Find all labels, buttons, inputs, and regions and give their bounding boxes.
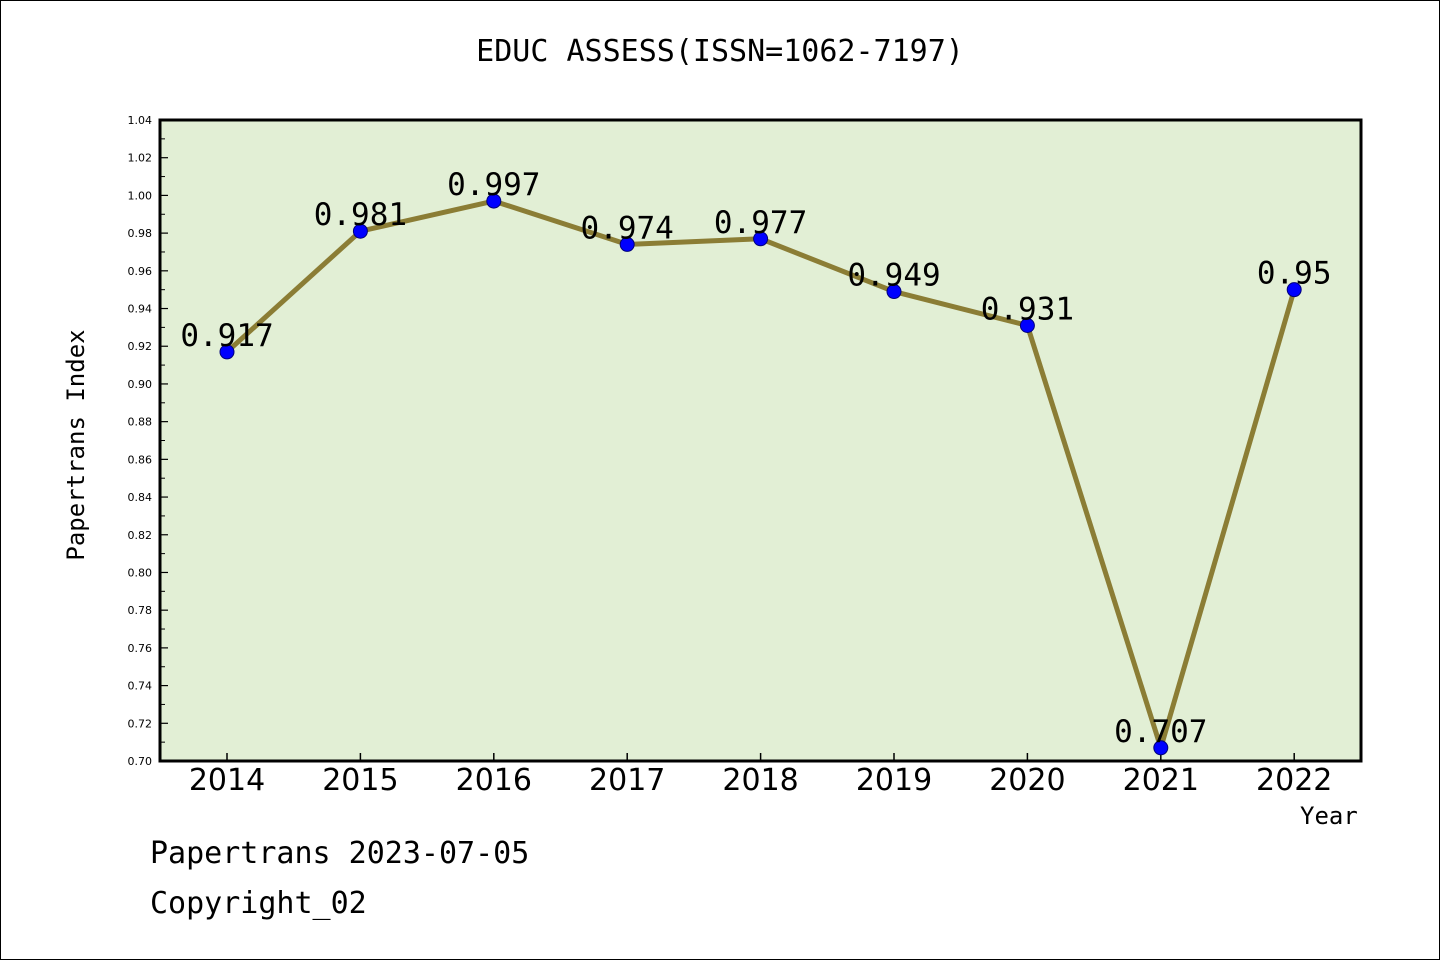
y-tick-label: 1.00 bbox=[128, 189, 153, 202]
data-point bbox=[1019, 317, 1035, 333]
y-tick-label: 0.92 bbox=[128, 340, 153, 353]
x-tick-label: 2018 bbox=[722, 763, 798, 798]
x-tick-label: 2020 bbox=[989, 763, 1065, 798]
y-tick-label: 0.74 bbox=[128, 680, 153, 693]
y-tick-label: 0.86 bbox=[128, 453, 153, 466]
data-label: 0.981 bbox=[314, 197, 407, 233]
y-tick-label: 0.76 bbox=[128, 642, 153, 655]
y-tick-label: 0.94 bbox=[128, 303, 153, 316]
data-label: 0.977 bbox=[714, 205, 807, 241]
data-point bbox=[1286, 282, 1302, 298]
x-tick-label: 2017 bbox=[589, 763, 665, 798]
y-tick-label: 0.72 bbox=[128, 717, 153, 730]
data-label: 0.997 bbox=[447, 167, 540, 203]
x-tick-label: 2022 bbox=[1256, 763, 1332, 798]
x-tick-label: 2014 bbox=[189, 763, 265, 798]
y-tick-label: 0.88 bbox=[128, 416, 153, 429]
series-group bbox=[219, 193, 1302, 756]
data-point bbox=[486, 193, 502, 209]
data-label: 0.917 bbox=[180, 318, 273, 354]
data-point bbox=[219, 344, 235, 360]
y-tick-label: 0.78 bbox=[128, 604, 153, 617]
data-label: 0.707 bbox=[1114, 714, 1207, 750]
data-label: 0.95 bbox=[1257, 256, 1332, 292]
footer-date: Papertrans 2023-07-05 bbox=[150, 836, 530, 871]
y-axis-ticks: 0.70 0.72 0.74 0.76 0.78 0.80 0.82 0.84 0.86 0.88… bbox=[128, 114, 168, 768]
y-tick-label: 0.84 bbox=[128, 491, 153, 504]
footer-copyright: Copyright_02 bbox=[150, 886, 367, 921]
x-tick-label: 2016 bbox=[456, 763, 532, 798]
y-tick-label: 0.70 bbox=[128, 755, 153, 768]
x-axis-label: Year bbox=[1300, 802, 1358, 830]
data-point bbox=[1153, 740, 1169, 756]
data-point bbox=[619, 236, 635, 252]
y-tick-label: 0.96 bbox=[128, 265, 153, 278]
plot-border bbox=[158, 118, 1363, 763]
data-point bbox=[753, 231, 769, 247]
data-label: 0.974 bbox=[581, 210, 674, 246]
y-tick-label: 0.82 bbox=[128, 529, 153, 542]
y-tick-label: 1.02 bbox=[128, 152, 153, 165]
chart-title: EDUC ASSESS(ISSN=1062-7197) bbox=[476, 34, 964, 69]
data-point bbox=[886, 284, 902, 300]
x-tick-label: 2019 bbox=[856, 763, 932, 798]
data-point bbox=[352, 223, 368, 239]
x-tick-label: 2021 bbox=[1123, 763, 1199, 798]
y-tick-label: 0.98 bbox=[128, 227, 153, 240]
data-label: 0.931 bbox=[981, 291, 1074, 327]
x-tick-label: 2015 bbox=[322, 763, 398, 798]
data-labels-group: 0.917 0.981 0.997 0.974 0.977 0.949 0.931 0.707… bbox=[180, 167, 1331, 750]
data-label: 0.949 bbox=[847, 258, 940, 294]
y-tick-label: 0.80 bbox=[128, 566, 153, 579]
y-tick-label: 0.90 bbox=[128, 378, 153, 391]
x-axis-ticks: 2014 2015 2016 2017 2018 2019 2020 2021 2022 bbox=[189, 753, 1332, 798]
y-tick-label: 1.04 bbox=[128, 114, 153, 127]
